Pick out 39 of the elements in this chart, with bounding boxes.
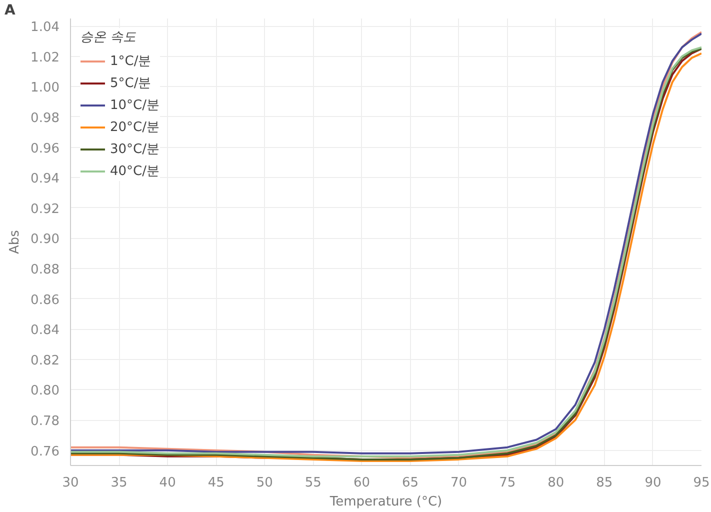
y-tick-label: 1.02: [30, 50, 60, 66]
legend-title: 승온 속도: [80, 29, 138, 46]
legend-label: 20°C/분: [110, 119, 160, 136]
x-tick-label: 65: [402, 476, 419, 490]
y-tick-label: 0.94: [30, 172, 60, 187]
legend-label: 30°C/분: [110, 141, 160, 158]
text: A: [4, 2, 16, 18]
x-tick-label: 70: [450, 476, 468, 490]
legend-label: 5°C/분: [110, 75, 152, 92]
x-tick-label: 50: [256, 476, 273, 490]
y-tick-label: 0.88: [30, 262, 60, 278]
x-tick-label: 95: [693, 476, 710, 490]
x-tick-label: 85: [596, 476, 613, 490]
y-tick-label: 0.84: [30, 323, 60, 338]
legend-label: 40°C/분: [110, 163, 160, 180]
y-tick-label: 0.86: [30, 292, 60, 308]
x-tick-label: 45: [208, 476, 224, 490]
y-tick-label: 0.90: [30, 232, 60, 248]
y-tick-label: 0.92: [30, 202, 60, 217]
y-tick-label: 0.96: [30, 141, 60, 156]
y-tick-label: 0.80: [30, 384, 60, 399]
legend-label: 10°C/분: [110, 97, 160, 114]
y-tick-label: 0.76: [30, 444, 60, 460]
x-tick-label: 55: [304, 476, 322, 490]
legend-label: 1°C/분: [110, 53, 152, 70]
y-tick-label: 0.82: [30, 353, 60, 368]
x-tick-label: 90: [644, 476, 662, 490]
x-tick-label: 60: [353, 476, 370, 490]
y-axis-title: Abs: [8, 230, 23, 254]
y-tick-label: 0.78: [30, 414, 60, 430]
x-tick-label: 35: [110, 476, 128, 490]
x-tick-label: 40: [159, 476, 176, 490]
y-tick-label: 0.98: [30, 110, 60, 126]
x-tick-label: 80: [548, 476, 564, 490]
x-tick-label: 30: [62, 476, 79, 490]
y-tick-label: 1.04: [30, 20, 60, 36]
y-tick-label: 1.00: [30, 80, 60, 96]
x-axis-title: Temperature (°C): [328, 494, 442, 510]
x-tick-label: 75: [499, 476, 516, 490]
